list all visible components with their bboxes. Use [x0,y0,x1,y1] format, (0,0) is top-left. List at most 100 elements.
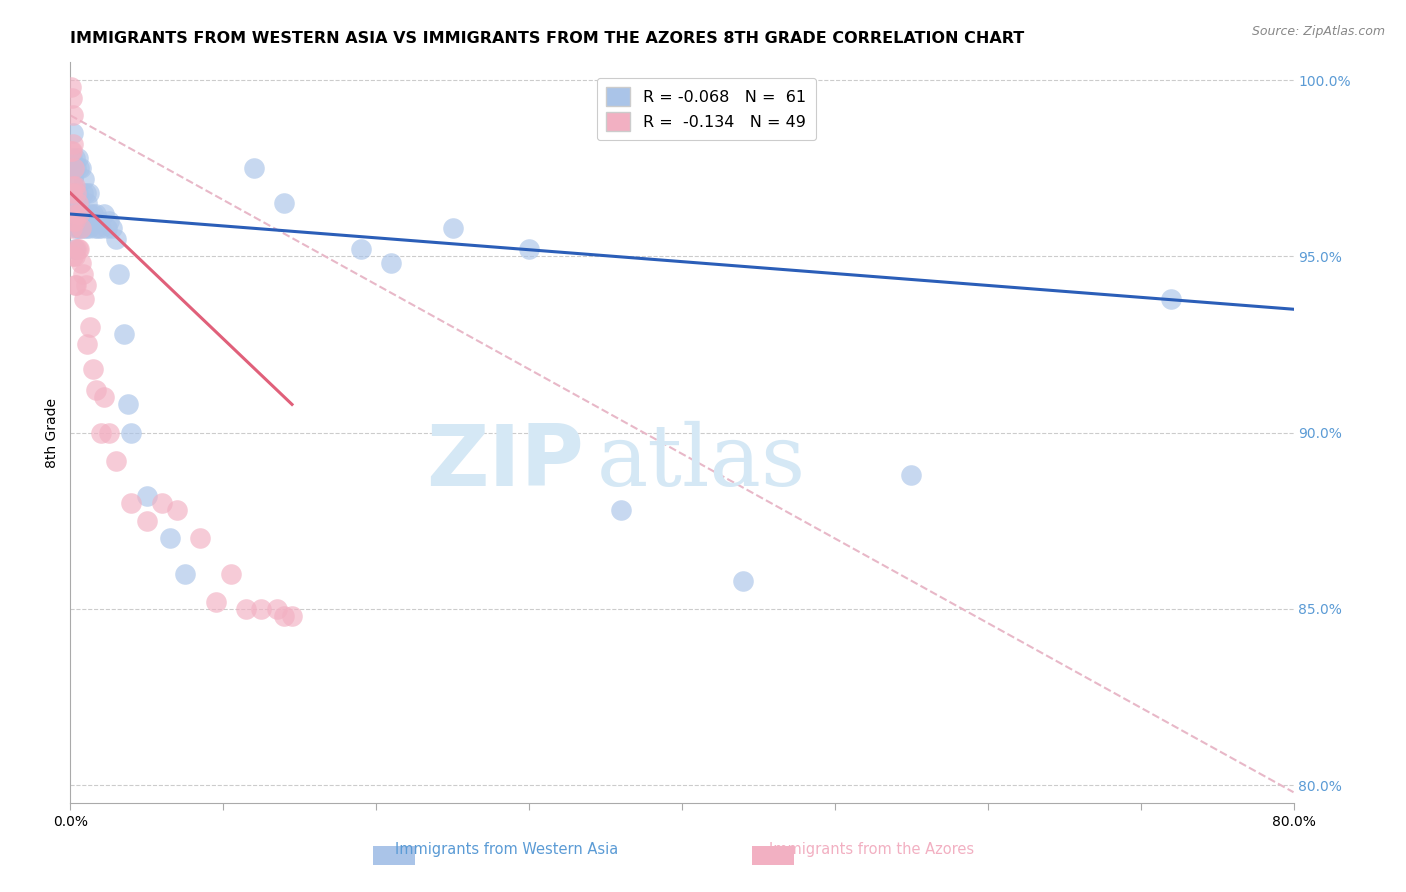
Point [117,397,139,411]
Text: Immigrants from the Azores: Immigrants from the Azores [769,842,974,856]
Point [89,214,111,228]
Point [60,186,83,200]
Point [69,161,91,176]
Point [75,221,97,235]
Text: IMMIGRANTS FROM WESTERN ASIA VS IMMIGRANTS FROM THE AZORES 8TH GRADE CORRELATION: IMMIGRANTS FROM WESTERN ASIA VS IMMIGRAN… [70,31,1025,46]
Point [1160,292,1182,306]
Point [60,144,83,158]
Point [273,196,295,211]
Point [87,221,110,235]
Point [188,532,211,546]
Point [517,242,540,256]
Point [733,574,755,588]
Point [60,161,83,176]
Point [273,609,295,624]
Point [66,221,89,235]
Point [60,91,83,105]
Point [70,221,93,235]
Point [441,221,464,235]
Point [76,337,98,351]
Point [63,161,86,176]
Point [65,161,87,176]
Point [63,242,86,256]
Point [62,214,84,228]
Point [69,207,91,221]
Y-axis label: 8th Grade: 8th Grade [45,398,59,467]
Point [63,178,86,193]
Point [62,207,84,221]
Point [72,221,94,235]
Point [75,277,97,292]
Point [135,514,157,528]
Point [72,267,94,281]
Text: atlas: atlas [596,421,806,504]
Point [610,503,633,517]
Point [166,503,188,517]
Point [159,532,181,546]
Point [96,221,118,235]
Point [62,171,84,186]
Point [62,171,84,186]
Point [235,602,257,616]
Text: Source: ZipAtlas.com: Source: ZipAtlas.com [1251,25,1385,38]
Point [69,221,91,235]
Point [62,136,84,151]
Point [82,207,104,221]
Point [150,496,173,510]
Point [63,151,86,165]
Point [105,454,128,468]
Point [266,602,288,616]
Point [90,221,112,235]
Point [62,126,84,140]
Point [69,242,91,256]
Legend: R = -0.068   N =  61, R =  -0.134   N = 49: R = -0.068 N = 61, R = -0.134 N = 49 [598,78,815,140]
Point [135,489,157,503]
Point [105,232,128,246]
Point [90,425,112,440]
Point [174,566,197,581]
Point [82,362,104,376]
Point [66,151,89,165]
Point [219,566,242,581]
Point [380,256,402,270]
Point [77,186,100,200]
Point [62,249,84,263]
Point [60,144,83,158]
Point [80,214,103,228]
Point [121,496,143,510]
Point [63,249,86,263]
Point [243,161,266,176]
Point [77,221,100,235]
Point [204,595,226,609]
Point [350,242,373,256]
Point [79,207,101,221]
Point [93,207,115,221]
Point [65,221,87,235]
Point [70,207,93,221]
Point [63,277,86,292]
Point [60,151,83,165]
Point [63,186,86,200]
Point [65,196,87,211]
Point [60,80,83,95]
Point [281,609,304,624]
Point [63,214,86,228]
Point [84,384,107,398]
Point [65,207,87,221]
Point [100,221,122,235]
Point [97,425,120,440]
Text: ZIP: ZIP [426,421,583,504]
Point [66,242,89,256]
Point [70,161,93,176]
Point [63,214,86,228]
Point [60,186,83,200]
Point [93,390,115,404]
Point [62,178,84,193]
Point [79,319,101,334]
Point [75,186,97,200]
Point [76,196,98,211]
Point [84,207,107,221]
Point [121,425,143,440]
Point [112,326,135,341]
Point [60,221,83,235]
